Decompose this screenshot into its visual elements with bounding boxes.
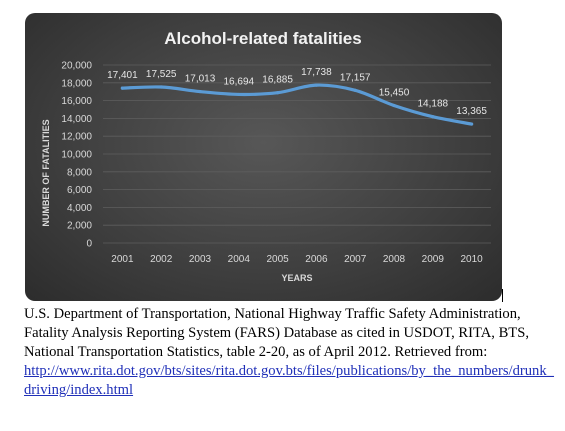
source-text: U.S. Department of Transportation, Natio… <box>24 306 529 360</box>
data-label: 17,525 <box>146 69 177 80</box>
y-tick-label: 8,000 <box>67 167 92 178</box>
x-tick-label: 2005 <box>266 254 289 265</box>
data-point <box>431 115 435 119</box>
data-point <box>198 89 202 94</box>
x-tick-label: 2002 <box>150 254 173 265</box>
chart-panel: Alcohol-related fatalities 0 2,000 4,000 6,… <box>25 13 502 301</box>
data-point <box>470 122 474 126</box>
data-label: 17,157 <box>340 72 371 83</box>
y-axis-title: NUMBER OF FATALITIES <box>41 119 51 226</box>
y-tick-label: 18,000 <box>61 78 92 89</box>
text-cursor <box>502 289 503 302</box>
x-tick-label: 2003 <box>189 254 212 265</box>
gridlines <box>103 64 491 244</box>
x-axis-title: YEARS <box>281 273 312 283</box>
data-point <box>276 91 280 95</box>
y-tick-label: 6,000 <box>67 185 92 196</box>
y-tick-label: 20,000 <box>61 61 92 72</box>
y-tick-label: 16,000 <box>61 96 92 107</box>
data-label: 16,694 <box>224 76 255 87</box>
data-label: 17,013 <box>185 74 216 85</box>
data-label: 17,738 <box>301 67 332 78</box>
source-caption: U.S. Department of Transportation, Natio… <box>24 305 559 400</box>
x-axis-ticks: 2001 2002 2003 2004 2005 2006 2007 2008 2009 2010 <box>111 254 483 265</box>
data-point <box>353 88 357 92</box>
x-tick-label: 2007 <box>344 254 367 265</box>
chart-title: Alcohol-related fatalities <box>164 29 361 48</box>
source-link[interactable]: http://www.rita.dot.gov/bts/sites/rita.d… <box>24 363 554 398</box>
y-axis-ticks: 0 2,000 4,000 6,000 8,000 10,000 12,000 14,000 1… <box>61 61 92 250</box>
x-tick-label: 2008 <box>383 254 406 265</box>
y-tick-label: 0 <box>86 239 92 250</box>
x-tick-label: 2010 <box>460 254 483 265</box>
data-point <box>392 103 396 108</box>
line-chart: Alcohol-related fatalities 0 2,000 4,000 6,… <box>41 29 491 283</box>
y-tick-label: 2,000 <box>67 221 92 232</box>
y-tick-label: 12,000 <box>61 132 92 143</box>
y-tick-label: 10,000 <box>61 150 92 161</box>
data-label: 14,188 <box>418 99 449 110</box>
data-point <box>237 92 241 97</box>
data-point <box>159 85 163 89</box>
x-tick-label: 2009 <box>422 254 445 265</box>
y-tick-label: 14,000 <box>61 114 92 125</box>
x-tick-label: 2006 <box>305 254 328 265</box>
series-layer <box>120 83 474 126</box>
x-tick-label: 2004 <box>228 254 251 265</box>
data-labels: 17,401 17,525 17,013 16,694 16,885 17,738 17,1… <box>107 67 487 117</box>
data-label: 17,401 <box>107 70 138 81</box>
data-point <box>120 86 124 90</box>
x-tick-label: 2001 <box>111 254 134 265</box>
data-label: 15,450 <box>379 87 410 98</box>
data-label: 13,365 <box>456 106 487 117</box>
data-point <box>314 83 318 87</box>
data-label: 16,885 <box>262 75 293 86</box>
series-line <box>120 83 474 126</box>
y-tick-label: 4,000 <box>67 203 92 214</box>
